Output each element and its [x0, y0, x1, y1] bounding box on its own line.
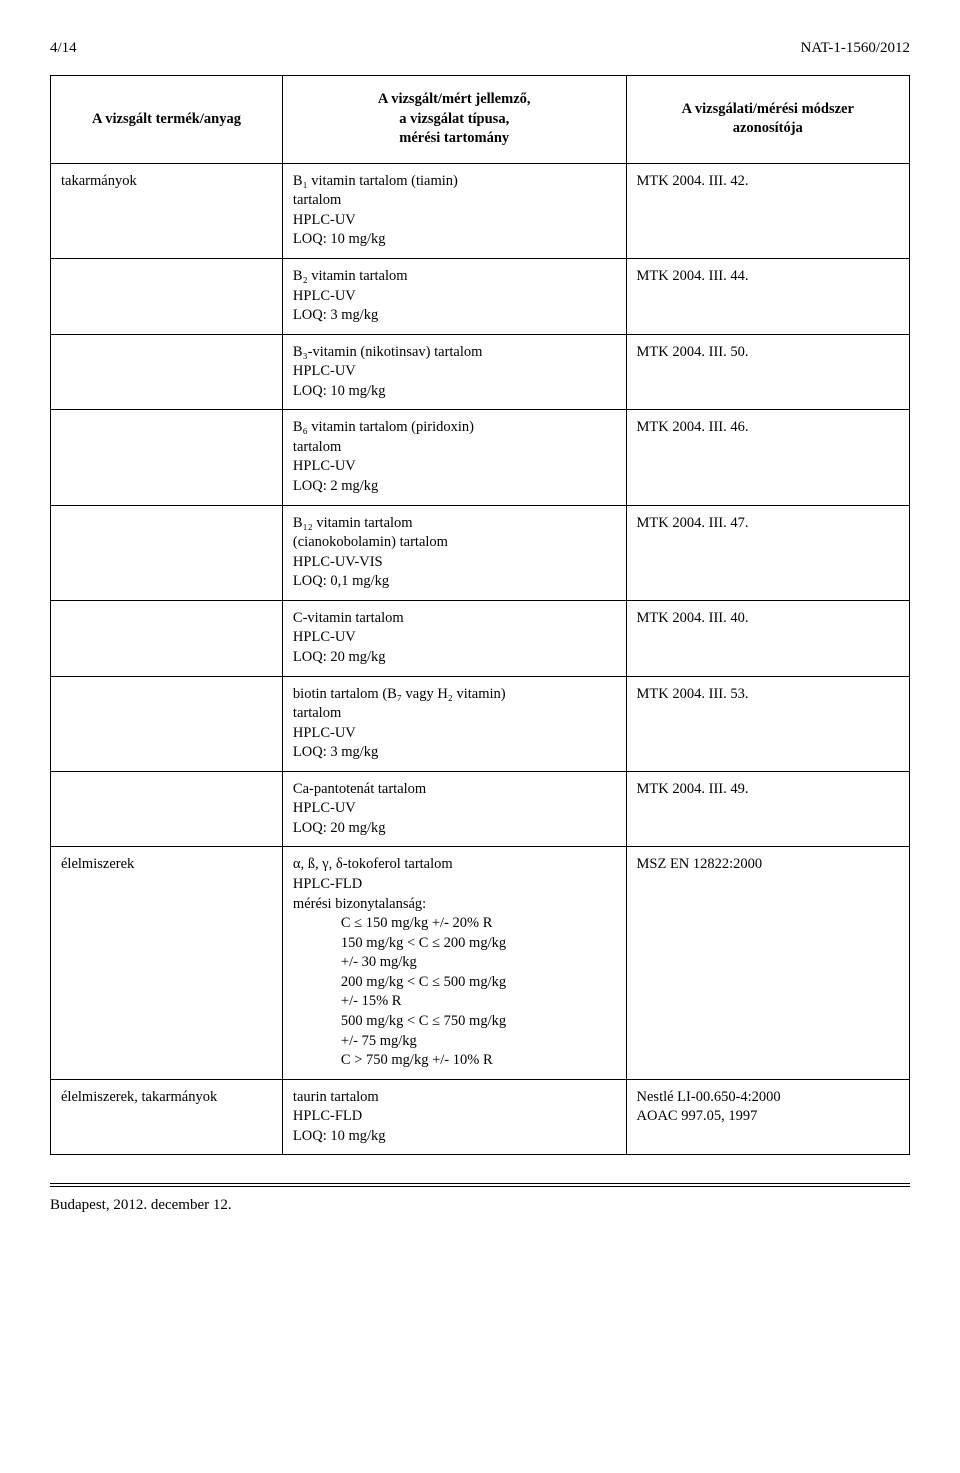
table-row: élelmiszerek, takarmányok taurin tartalo…	[51, 1079, 910, 1155]
page-header: 4/14 NAT-1-1560/2012	[50, 40, 910, 57]
cell-product	[51, 676, 283, 771]
cell-characteristic: α, ß, γ, δ-tokoferol tartalom HPLC-FLD m…	[282, 847, 626, 1079]
footer-date: Budapest, 2012. december 12.	[50, 1197, 910, 1214]
table-row: takarmányok B₁ vitamin tartalom (tiamin)…	[51, 163, 910, 258]
divider-double-rule	[50, 1183, 910, 1187]
cell-characteristic: B₆ vitamin tartalom (piridoxin) tartalom…	[282, 410, 626, 505]
cell-characteristic: B₁ vitamin tartalom (tiamin) tartalom HP…	[282, 163, 626, 258]
cell-method: MSZ EN 12822:2000	[626, 847, 909, 1079]
page-indicator: 4/14	[50, 40, 77, 57]
cell-characteristic: B₁₂ vitamin tartalom (cianokobolamin) ta…	[282, 505, 626, 600]
main-table: A vizsgált termék/anyag A vizsgált/mért …	[50, 75, 910, 1155]
cell-method: MTK 2004. III. 46.	[626, 410, 909, 505]
cell-product	[51, 258, 283, 334]
cell-method: MTK 2004. III. 49.	[626, 771, 909, 847]
cell-method: MTK 2004. III. 50.	[626, 334, 909, 410]
col-header-characteristic: A vizsgált/mért jellemző, a vizsgálat tí…	[282, 76, 626, 164]
cell-method: MTK 2004. III. 40.	[626, 600, 909, 676]
col-header-method: A vizsgálati/mérési módszer azonosítója	[626, 76, 909, 164]
cell-product	[51, 410, 283, 505]
cell-method: MTK 2004. III. 42.	[626, 163, 909, 258]
table-row: B₃-vitamin (nikotinsav) tartalom HPLC-UV…	[51, 334, 910, 410]
cell-characteristic: taurin tartalom HPLC-FLD LOQ: 10 mg/kg	[282, 1079, 626, 1155]
cell-characteristic: Ca-pantotenát tartalom HPLC-UV LOQ: 20 m…	[282, 771, 626, 847]
table-row: B₁₂ vitamin tartalom (cianokobolamin) ta…	[51, 505, 910, 600]
cell-method: MTK 2004. III. 47.	[626, 505, 909, 600]
cell-product: élelmiszerek, takarmányok	[51, 1079, 283, 1155]
cell-characteristic: C-vitamin tartalom HPLC-UV LOQ: 20 mg/kg	[282, 600, 626, 676]
table-header-row: A vizsgált termék/anyag A vizsgált/mért …	[51, 76, 910, 164]
cell-method: MTK 2004. III. 44.	[626, 258, 909, 334]
cell-characteristic: B₂ vitamin tartalom HPLC-UV LOQ: 3 mg/kg	[282, 258, 626, 334]
cell-product	[51, 771, 283, 847]
col-header-product: A vizsgált termék/anyag	[51, 76, 283, 164]
table-row: Ca-pantotenát tartalom HPLC-UV LOQ: 20 m…	[51, 771, 910, 847]
cell-characteristic: biotin tartalom (B₇ vagy H₂ vitamin) tar…	[282, 676, 626, 771]
table-row: élelmiszerek α, ß, γ, δ-tokoferol tartal…	[51, 847, 910, 1079]
cell-method: Nestlé LI-00.650-4:2000 AOAC 997.05, 199…	[626, 1079, 909, 1155]
cell-product: takarmányok	[51, 163, 283, 258]
table-row: B₆ vitamin tartalom (piridoxin) tartalom…	[51, 410, 910, 505]
cell-characteristic: B₃-vitamin (nikotinsav) tartalom HPLC-UV…	[282, 334, 626, 410]
cell-method: MTK 2004. III. 53.	[626, 676, 909, 771]
cell-product	[51, 600, 283, 676]
cell-product	[51, 334, 283, 410]
document-id: NAT-1-1560/2012	[801, 40, 910, 57]
cell-product	[51, 505, 283, 600]
table-row: C-vitamin tartalom HPLC-UV LOQ: 20 mg/kg…	[51, 600, 910, 676]
table-row: B₂ vitamin tartalom HPLC-UV LOQ: 3 mg/kg…	[51, 258, 910, 334]
table-row: biotin tartalom (B₇ vagy H₂ vitamin) tar…	[51, 676, 910, 771]
cell-product: élelmiszerek	[51, 847, 283, 1079]
